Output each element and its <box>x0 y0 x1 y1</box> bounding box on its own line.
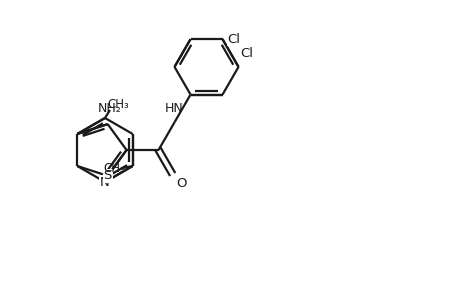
Text: Cl: Cl <box>240 47 253 60</box>
Text: CH₃: CH₃ <box>103 161 124 175</box>
Text: NH₂: NH₂ <box>98 102 121 115</box>
Text: HN: HN <box>165 102 184 115</box>
Text: CH₃: CH₃ <box>107 98 129 111</box>
Text: S: S <box>103 169 112 182</box>
Text: Cl: Cl <box>227 33 240 46</box>
Text: O: O <box>176 177 186 190</box>
Text: N: N <box>100 176 110 188</box>
